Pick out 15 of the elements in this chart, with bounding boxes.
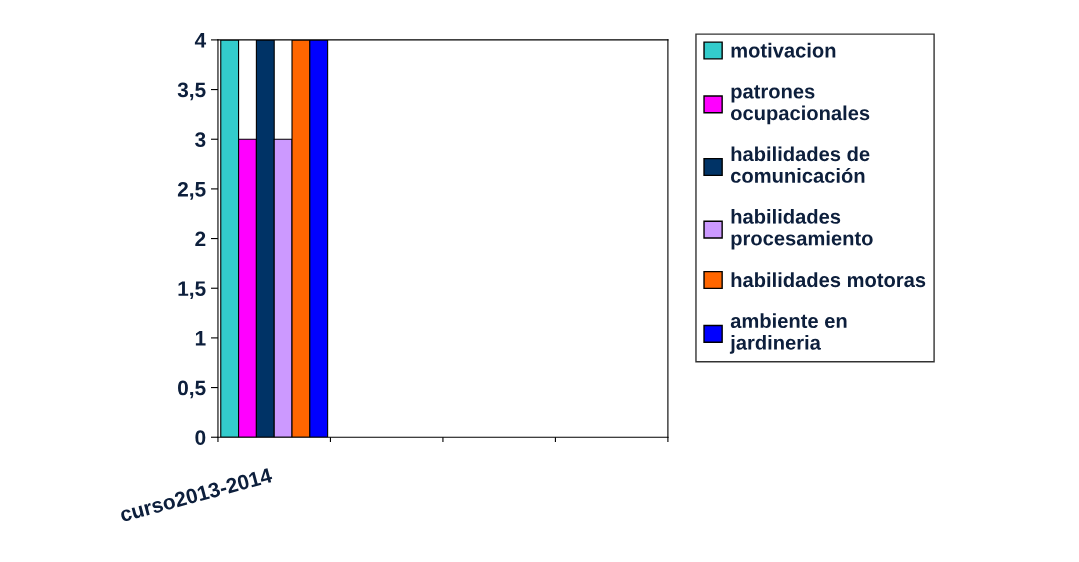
- y-tick-label: 2,5: [177, 181, 206, 200]
- y-tick-label: 0,5: [178, 380, 206, 399]
- y-tick-label: 0: [195, 430, 206, 445]
- legend-label: habilidades motoras: [731, 272, 926, 288]
- legend-label: habilidades de comunicación: [730, 146, 870, 183]
- y-tick-label: 4: [194, 33, 207, 48]
- legend-label: patrones ocupacionales: [730, 85, 870, 125]
- legend-label: ambiente en jardineria: [729, 313, 847, 354]
- y-tick-label: 1,5: [178, 281, 206, 300]
- y-tick-label: 3: [195, 132, 206, 148]
- y-tick-label: 1: [195, 331, 206, 346]
- legend-label: motivacion: [731, 42, 836, 58]
- legend-label: habilidades procesamiento: [731, 209, 873, 250]
- y-tick-label: 3,5: [177, 82, 206, 101]
- y-tick-label: 2: [195, 231, 206, 247]
